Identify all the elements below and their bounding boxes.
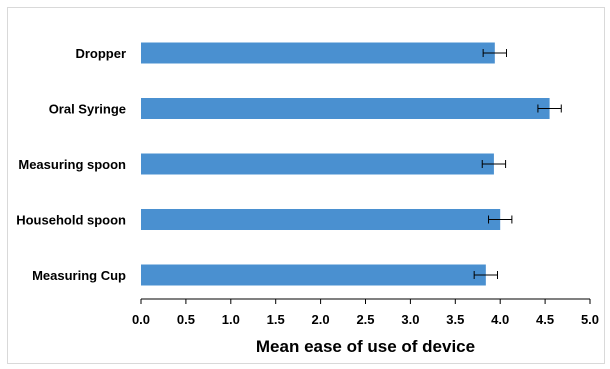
- error-bars-group: [473, 49, 562, 279]
- bar-oral-syringe: [141, 98, 550, 119]
- bar-dropper: [141, 42, 495, 64]
- chart-frame: [7, 7, 605, 364]
- bar-measuring-cup: [141, 264, 486, 286]
- x-tick-label: 0.5: [177, 312, 195, 327]
- category-label-dropper: Dropper: [75, 46, 126, 61]
- x-tick-label: 1.0: [222, 312, 240, 327]
- x-ticks-group: 0.0 0.5 1.0 1.5 2.0 2.5 3.0 3.5 4.0 4.5 5.0: [132, 299, 599, 327]
- x-tick-label: 3.5: [446, 312, 464, 327]
- x-tick-label: 0.0: [132, 312, 150, 327]
- x-tick-label: 4.0: [491, 312, 509, 327]
- category-labels-group: Dropper Oral Syringe Measuring spoon Househ…: [16, 46, 126, 283]
- x-tick-label: 4.5: [536, 312, 554, 327]
- category-label-measuring-spoon: Measuring spoon: [18, 157, 126, 172]
- error-bar-measuring-spoon: [481, 160, 507, 168]
- category-label-measuring-cup: Measuring Cup: [32, 268, 126, 283]
- category-label-household-spoon: Household spoon: [16, 213, 126, 228]
- error-bar-dropper: [482, 49, 507, 57]
- x-tick-label: 3.0: [401, 312, 419, 327]
- error-bar-oral-syringe: [537, 104, 562, 113]
- bar-measuring-spoon: [141, 153, 494, 175]
- category-label-oral-syringe: Oral Syringe: [49, 102, 126, 117]
- bars-group: [141, 42, 550, 286]
- x-axis-label: Mean ease of use of device: [256, 337, 475, 356]
- x-tick-label: 5.0: [581, 312, 599, 327]
- error-bar-household-spoon: [488, 215, 513, 224]
- bar-household-spoon: [141, 209, 501, 230]
- x-tick-label: 2.5: [356, 312, 374, 327]
- x-tick-label: 1.5: [267, 312, 285, 327]
- x-tick-label: 2.0: [312, 312, 330, 327]
- error-bar-measuring-cup: [473, 271, 499, 279]
